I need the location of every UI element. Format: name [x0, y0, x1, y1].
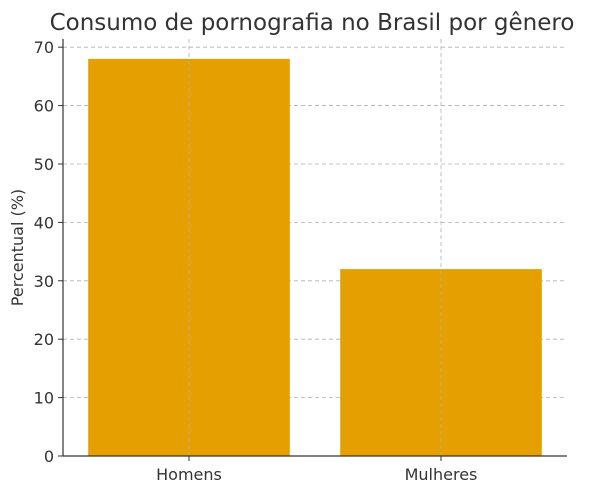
x-tick-label: Homens	[156, 465, 222, 484]
y-tick-label: 40	[34, 213, 54, 232]
y-tick-label: 10	[34, 389, 54, 408]
chart-title: Consumo de pornografia no Brasil por gên…	[50, 10, 575, 36]
y-tick-label: 70	[34, 38, 54, 57]
y-axis-label: Percentual (%)	[8, 189, 27, 306]
tick-labels: 0 10 20 30 40 50 60 70 Homens Mulheres	[34, 38, 478, 484]
y-tick-label: 50	[34, 155, 54, 174]
y-tick-label: 30	[34, 272, 54, 291]
x-tick-label: Mulheres	[405, 465, 478, 484]
y-tick-label: 0	[44, 447, 54, 466]
y-tick-label: 20	[34, 330, 54, 349]
y-tick-label: 60	[34, 97, 54, 116]
axes	[58, 39, 567, 461]
bars	[88, 39, 542, 456]
